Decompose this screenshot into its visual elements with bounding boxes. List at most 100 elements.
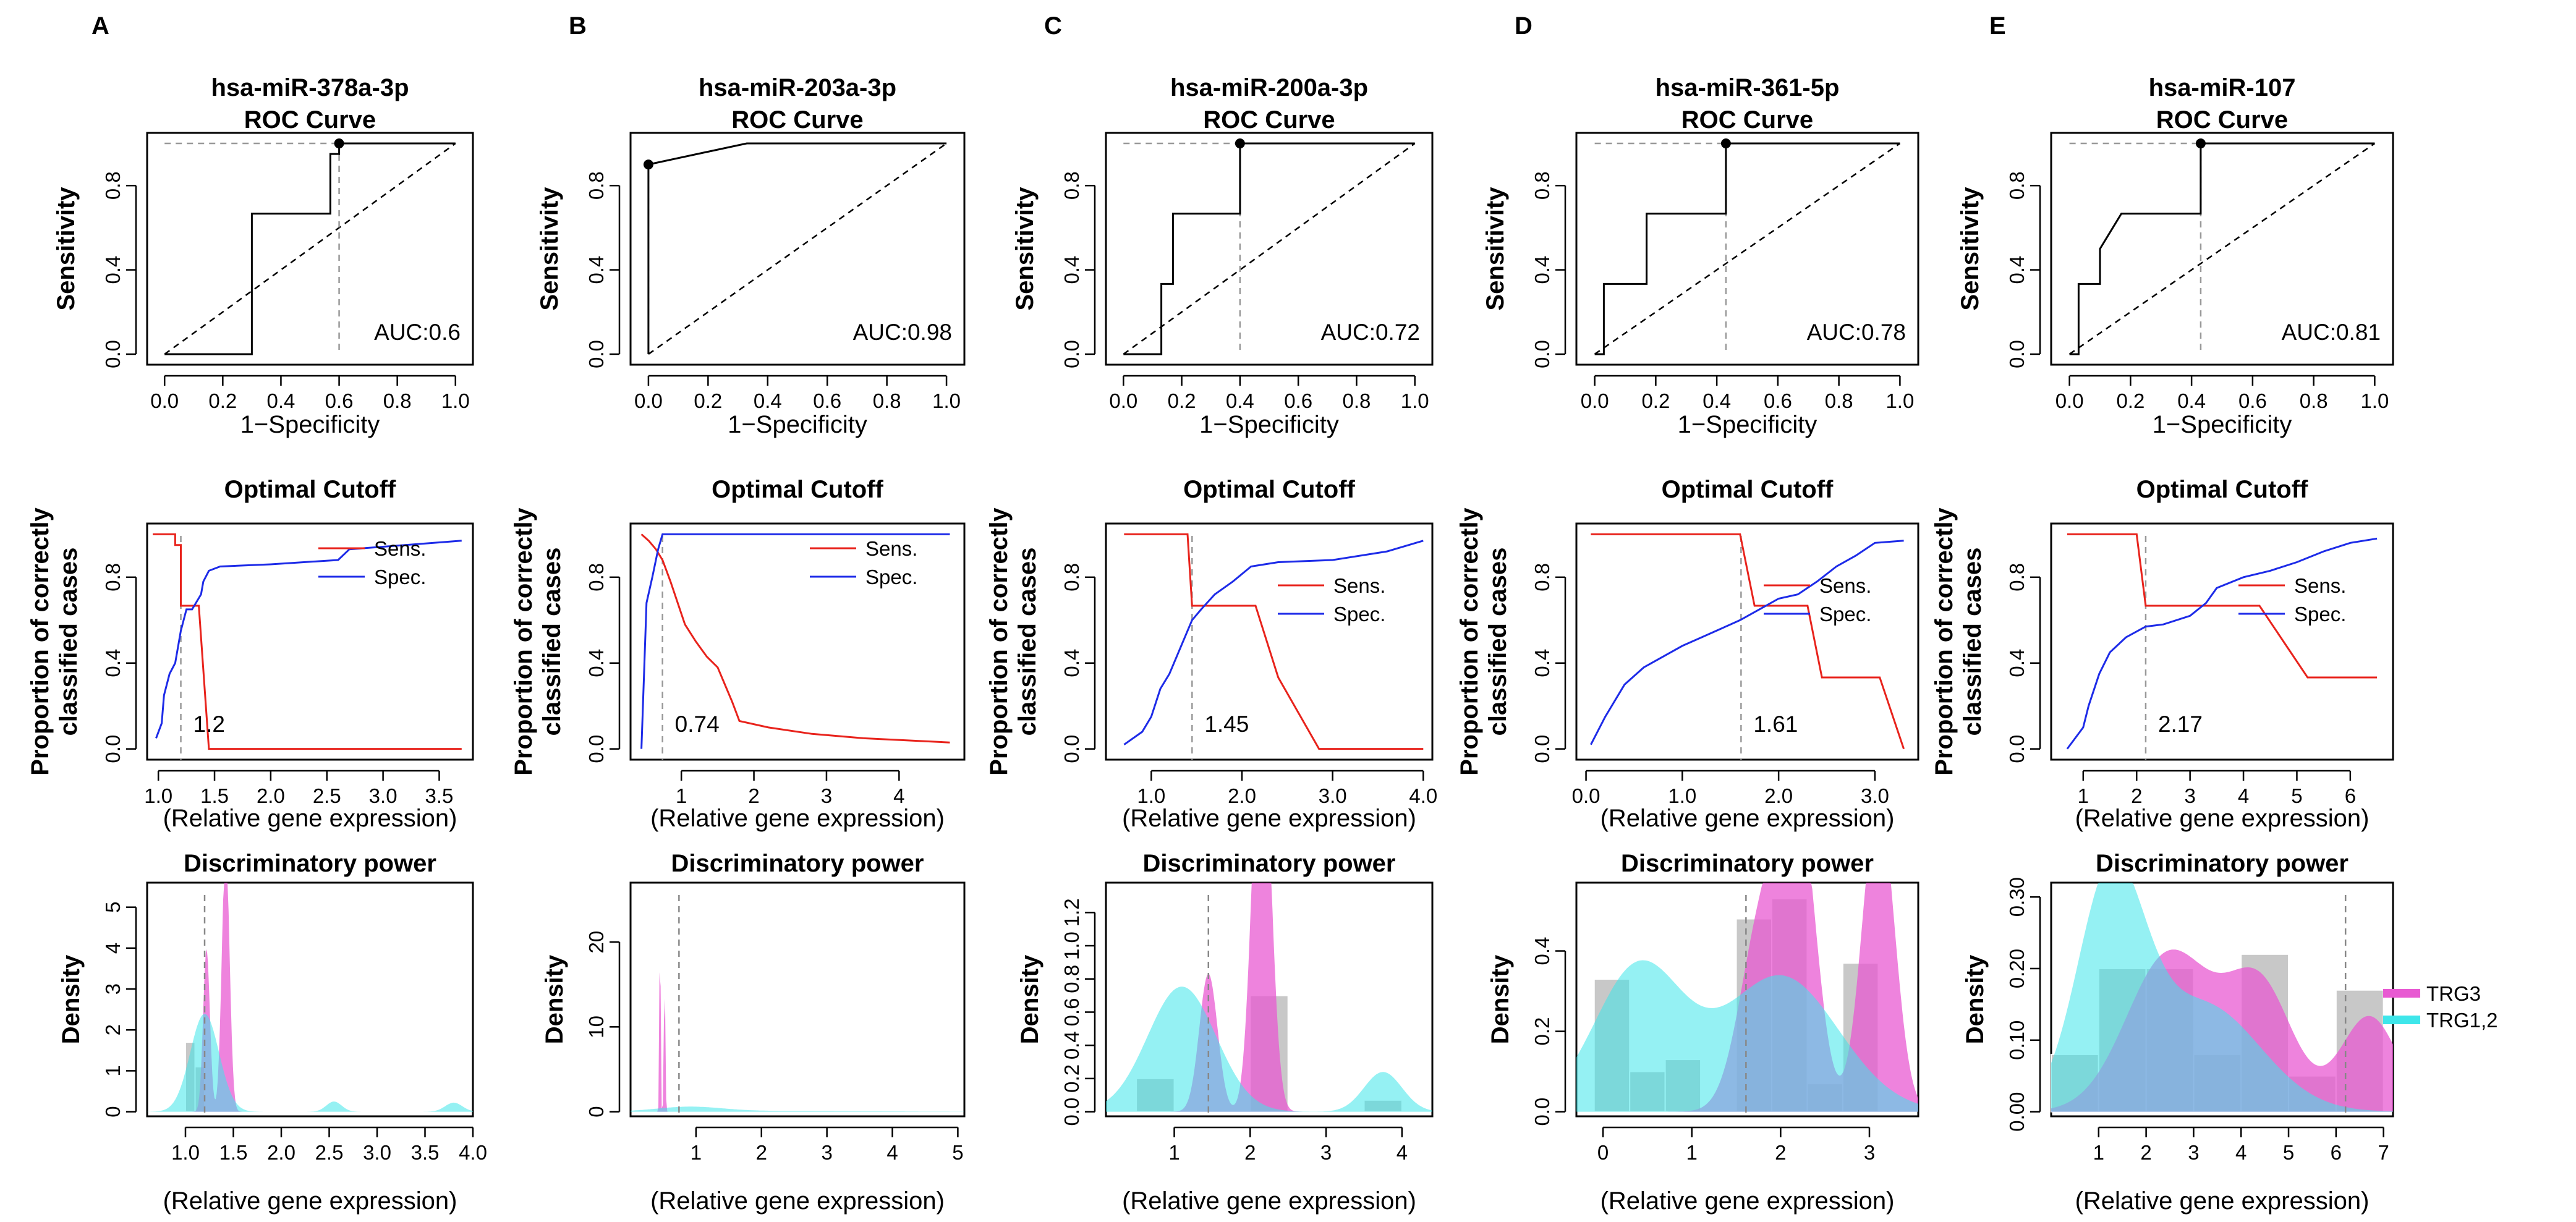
roc-optimal-point [2195,138,2206,149]
roc-frame [146,132,474,366]
roc-ylabel: Sensitivity [1957,187,1984,311]
cutoff-xlabel: (Relative gene expression) [1122,805,1416,832]
y-tick-label: 0.0 [101,735,124,763]
cutoff-ylabel: classified cases [55,548,82,736]
density-trg3 [631,972,964,1112]
density-xlabel: (Relative gene expression) [1600,1187,1895,1215]
x-tick-label: 1.0 [1401,389,1429,412]
density-xlabel: (Relative gene expression) [163,1187,457,1215]
x-tick-label: 3 [2188,1141,2199,1164]
x-tick-label: 1.5 [219,1141,248,1164]
x-tick-label: 0.6 [325,389,354,412]
y-tick-label: 0.0 [1531,1098,1554,1126]
y-tick-label: 0.0 [1531,340,1554,368]
auc-label: AUC:0.6 [374,320,461,345]
cutoff-title: Optimal Cutoff [2136,476,2308,503]
y-tick-label: 20 [585,931,608,954]
legend-label-spec: Spec. [2294,603,2346,626]
y-tick-label: 0.4 [1531,649,1554,677]
roc-optimal-point [1720,138,1731,149]
x-tick-label: 3.5 [411,1141,440,1164]
roc-frame [629,132,966,366]
x-tick-label: 1 [2093,1141,2104,1164]
y-tick-label: 0.20 [2005,949,2028,988]
y-tick-label: 0.0 [1060,735,1083,763]
density-ylabel: Density [1016,954,1044,1044]
legend-label-spec: Spec. [1819,603,1871,626]
cutoff-ylabel: classified cases [1014,548,1041,736]
y-tick-label: 0.10 [2005,1020,2028,1060]
x-tick-label: 0.2 [694,389,722,412]
y-tick-label: 0.0 [2005,735,2028,763]
x-tick-label: 5 [2291,784,2302,807]
x-tick-label: 4.0 [459,1141,487,1164]
roc-xlabel: 1−Specificity [728,411,867,438]
density-ylabel: Density [541,954,568,1044]
y-tick-label: 0.4 [2005,256,2028,284]
cutoff-ylabel: classified cases [1484,548,1511,736]
roc-title: ROC Curve [1203,106,1335,134]
y-tick-label: 0.8 [1060,171,1083,200]
x-tick-label: 1 [1686,1141,1698,1164]
legend-trg3-label: TRG3 [2426,982,2481,1005]
cutoff-xlabel: (Relative gene expression) [650,805,945,832]
x-tick-label: 0.8 [873,389,901,412]
density-trg12 [1576,960,1918,1112]
auc-label: AUC:0.81 [2282,320,2381,345]
y-tick-label: 0.8 [1531,563,1554,592]
roc-ylabel: Sensitivity [53,187,80,311]
x-tick-label: 4.0 [1409,784,1437,807]
x-tick-label: 0.8 [1825,389,1853,412]
x-tick-label: 1.0 [1885,389,1914,412]
roc-frame [1575,132,1919,366]
x-tick-label: 7 [2378,1141,2389,1164]
panel-letter: E [1989,12,2006,40]
x-tick-label: 2 [756,1141,767,1164]
roc-plot: ROC Curve 0.0 0.2 0.4 0.6 0.8 1.0 0.0 0.4 0.8 1−Sp… [1957,106,2394,438]
x-tick-label: 2 [2140,1141,2151,1164]
y-tick-label: 10 [585,1016,608,1038]
x-tick-label: 0.6 [1764,389,1792,412]
y-tick-label: 0.6 [1060,998,1083,1027]
cutoff-title: Optimal Cutoff [712,476,883,503]
density-title: Discriminatory power [1142,850,1395,877]
cutoff-ylabel: Proportion of correctly [985,507,1013,776]
roc-ylabel: Sensitivity [1482,187,1509,311]
panel-letter: A [91,12,109,40]
x-tick-label: 5 [2283,1141,2294,1164]
series-spec [640,533,950,749]
roc-xlabel: 1−Specificity [1678,411,1817,438]
series-sens [640,533,950,744]
x-tick-label: 1.5 [200,784,229,807]
y-tick-label: 0.00 [2005,1092,2028,1131]
roc-title: ROC Curve [1681,106,1813,134]
y-tick-label: 0.4 [585,256,608,284]
roc-title: ROC Curve [2156,106,2288,134]
series-sens [153,533,462,750]
x-tick-label: 4 [893,784,904,807]
x-tick-label: 1.0 [144,784,172,807]
density-trg12 [147,1014,473,1112]
y-tick-label: 0.8 [1060,563,1083,592]
y-tick-label: 1.2 [1060,898,1083,927]
mirna-title: hsa-miR-107 [2149,74,2296,101]
y-tick-label: 0.4 [585,649,608,677]
cutoff-ylabel: Proportion of correctly [1931,507,1958,776]
y-tick-label: 0.0 [1060,340,1083,368]
density-plot: Discriminatory power 1.0 1.5 2.0 2.5 3.0 3.5 4.… [57,850,487,1215]
cutoff-frame [1575,522,1919,761]
cutoff-title: Optimal Cutoff [1662,476,1834,503]
cutoff-title: Optimal Cutoff [1183,476,1355,503]
series-spec [2066,537,2378,750]
y-tick-label: 0.4 [2005,649,2028,677]
roc-title: ROC Curve [244,106,376,134]
roc-curve [1123,142,1415,355]
roc-diagonal [164,143,456,355]
x-tick-label: 3 [821,1141,832,1164]
y-tick-label: 0.0 [585,340,608,368]
x-tick-label: 2 [2131,784,2142,807]
panel-letter: C [1044,12,1062,40]
x-tick-label: 2.0 [1764,784,1793,807]
